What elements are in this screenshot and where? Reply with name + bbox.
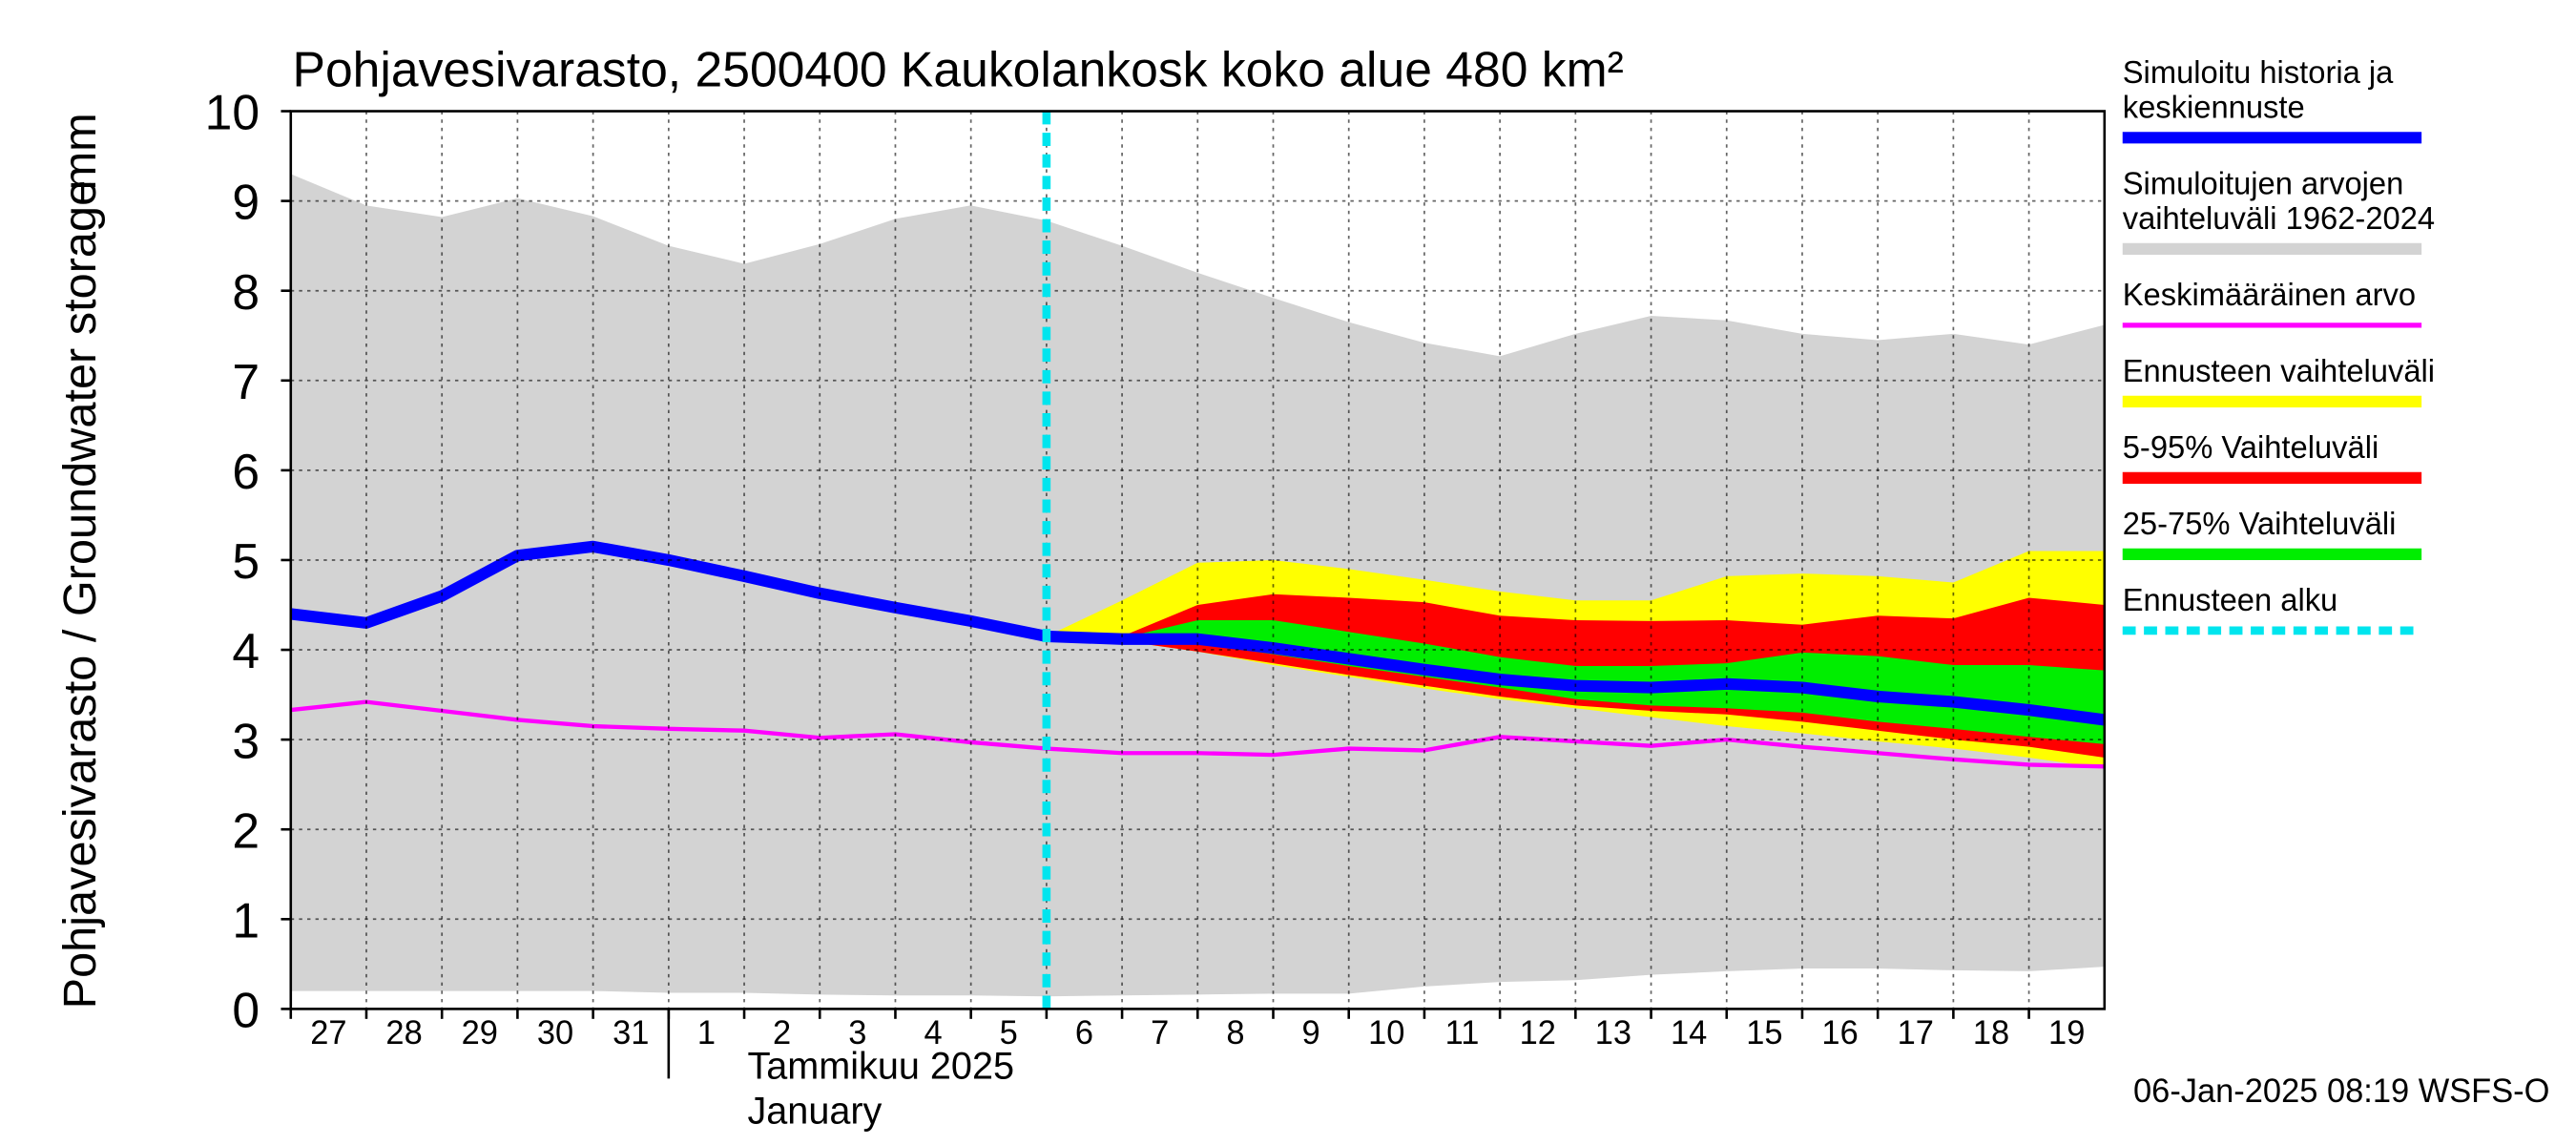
x-tick-label: 30 xyxy=(537,1015,573,1051)
x-tick-label: 27 xyxy=(310,1015,346,1051)
legend-label: Simuloitujen arvojen xyxy=(2123,165,2404,200)
x-tick-label: 15 xyxy=(1746,1015,1782,1051)
month-label: Tammikuu 2025 xyxy=(747,1045,1014,1087)
x-tick-label: 28 xyxy=(385,1015,422,1051)
y-axis-label: Pohjavesivarasto / Groundwater storage xyxy=(54,180,106,1010)
legend-label: Ennusteen vaihteluväli xyxy=(2123,353,2435,388)
legend-label: Simuloitu historia ja xyxy=(2123,54,2394,90)
x-tick-label: 12 xyxy=(1520,1015,1556,1051)
y-tick-label: 1 xyxy=(232,893,260,948)
x-tick-label: 14 xyxy=(1671,1015,1707,1051)
y-tick-label: 5 xyxy=(232,534,260,590)
chart-title: Pohjavesivarasto, 2500400 Kaukolankosk k… xyxy=(293,42,1624,97)
x-tick-label: 10 xyxy=(1368,1015,1404,1051)
y-tick-label: 8 xyxy=(232,265,260,321)
x-tick-label: 17 xyxy=(1898,1015,1934,1051)
x-tick-label: 7 xyxy=(1151,1015,1169,1051)
x-tick-label: 9 xyxy=(1302,1015,1320,1051)
legend-label: 25-75% Vaihteluväli xyxy=(2123,506,2397,541)
month-label: January xyxy=(747,1090,882,1132)
legend-label: vaihteluväli 1962-2024 xyxy=(2123,200,2435,236)
x-tick-label: 1 xyxy=(697,1015,716,1051)
footer: 06-Jan-2025 08:19 WSFS-O xyxy=(2133,1073,2549,1110)
y-tick-label: 10 xyxy=(205,85,260,140)
series-line xyxy=(290,540,2106,726)
y-tick-label: 6 xyxy=(232,445,260,500)
x-tick-label: 4 xyxy=(924,1015,942,1051)
x-tick-label: 2 xyxy=(773,1015,791,1051)
y-tick-label: 2 xyxy=(232,803,260,859)
x-tick-label: 16 xyxy=(1821,1015,1858,1051)
x-tick-label: 3 xyxy=(848,1015,866,1051)
x-tick-label: 18 xyxy=(1973,1015,2009,1051)
x-tick-label: 13 xyxy=(1595,1015,1631,1051)
y-tick-label: 4 xyxy=(232,624,260,679)
legend-label: keskiennuste xyxy=(2123,89,2305,124)
y-tick-label: 7 xyxy=(232,355,260,410)
legend-label: Keskimääräinen arvo xyxy=(2123,277,2416,312)
y-tick-label: 9 xyxy=(232,176,260,231)
x-tick-label: 31 xyxy=(613,1015,649,1051)
y-tick-label: 3 xyxy=(232,714,260,769)
x-tick-label: 6 xyxy=(1075,1015,1093,1051)
x-tick-label: 5 xyxy=(1000,1015,1018,1051)
x-tick-label: 11 xyxy=(1445,1015,1480,1051)
legend-label: 5-95% Vaihteluväli xyxy=(2123,429,2379,465)
y-tick-label: 0 xyxy=(232,983,260,1038)
legend-label: Ennusteen alku xyxy=(2123,582,2338,617)
x-tick-label: 29 xyxy=(462,1015,498,1051)
x-tick-label: 19 xyxy=(2048,1015,2085,1051)
x-tick-label: 8 xyxy=(1226,1015,1244,1051)
y-axis-unit: mm xyxy=(54,113,106,190)
